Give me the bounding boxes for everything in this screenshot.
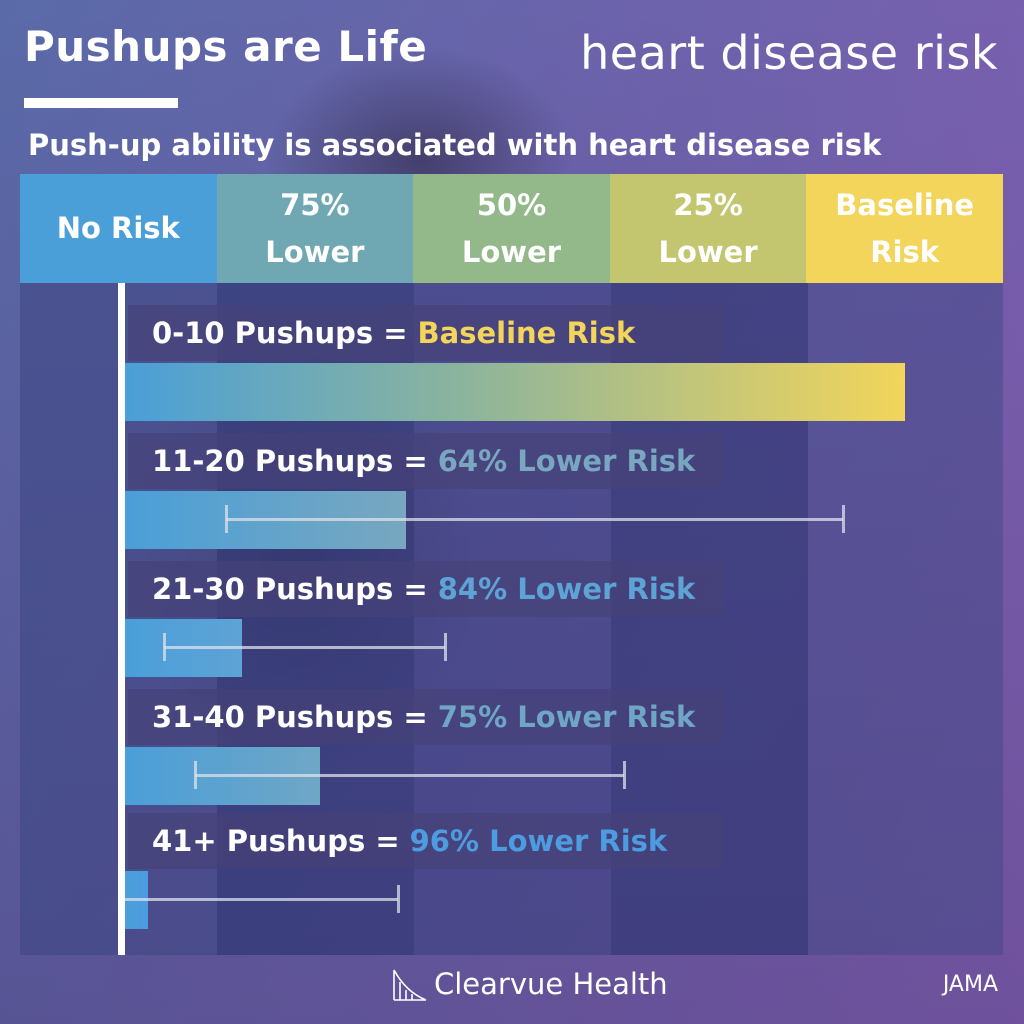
- error-bar-cap: [443, 633, 447, 661]
- row-label: 0-10 Pushups = Baseline Risk: [128, 305, 724, 361]
- risk-cell-line2: Lower: [658, 234, 758, 269]
- bar: [125, 363, 905, 421]
- row-result-label: 96% Lower Risk: [409, 824, 668, 858]
- brand-name: Clearvue Health: [434, 967, 668, 1001]
- page-title: Pushups are Life: [24, 22, 428, 71]
- zero-axis-line: [118, 283, 125, 955]
- risk-cell-line1: Baseline: [835, 187, 975, 222]
- risk-cell-line2: Lower: [461, 234, 562, 269]
- topic-label: heart disease risk: [580, 26, 998, 80]
- risk-cell-line1: 50%: [476, 187, 547, 222]
- error-bar-cap: [841, 505, 845, 533]
- error-bar-line: [125, 898, 398, 901]
- error-bar-cap: [225, 505, 229, 533]
- source-label: JAMA: [942, 972, 998, 997]
- risk-cell-50-lower: 50% Lower: [413, 174, 610, 283]
- brand-logo: Clearvue Health: [392, 966, 668, 1002]
- row-result-label: 75% Lower Risk: [437, 700, 696, 734]
- risk-cell-line1: No Risk: [56, 211, 180, 245]
- risk-cell-line2: Lower: [265, 234, 365, 269]
- error-bar-line: [226, 518, 843, 521]
- row-label: 41+ Pushups = 96% Lower Risk: [128, 813, 724, 869]
- error-bar-line: [195, 774, 625, 777]
- row-category-label: 41+ Pushups =: [152, 824, 400, 858]
- risk-cell-no-risk: No Risk: [20, 174, 217, 283]
- chart-plot-area: 0-10 Pushups = Baseline Risk 11-20 Pushups…: [20, 283, 1003, 955]
- logo-icon: [393, 969, 427, 1001]
- risk-cell-line1: 75%: [280, 187, 350, 222]
- risk-cell-line1: 25%: [673, 187, 743, 222]
- row-result-label: 84% Lower Risk: [437, 572, 696, 606]
- row-category-label: 31-40 Pushups =: [152, 700, 428, 734]
- row-result-label: Baseline Risk: [417, 316, 636, 350]
- row-label: 11-20 Pushups = 64% Lower Risk: [128, 433, 724, 489]
- row-label: 31-40 Pushups = 75% Lower Risk: [128, 689, 724, 745]
- row-label: 21-30 Pushups = 84% Lower Risk: [128, 561, 724, 617]
- risk-cell-line2: Risk: [870, 234, 940, 269]
- error-bar-cap: [397, 885, 400, 913]
- error-bar-cap: [194, 761, 198, 789]
- risk-cell-baseline: Baseline Risk: [806, 174, 1003, 283]
- title-underline: [24, 98, 178, 108]
- chart-subtitle: Push-up ability is associated with heart…: [28, 128, 882, 162]
- row-category-label: 11-20 Pushups =: [152, 444, 428, 478]
- error-bar-line: [164, 646, 445, 649]
- row-category-label: 21-30 Pushups =: [152, 572, 428, 606]
- row-result-label: 64% Lower Risk: [437, 444, 696, 478]
- risk-cell-75-lower: 75% Lower: [216, 174, 414, 283]
- error-bar-cap: [623, 761, 627, 789]
- risk-scale-header: No Risk 75% Lower 50% Lower 25% Lower Basel…: [20, 174, 1003, 283]
- risk-cell-25-lower: 25% Lower: [609, 174, 807, 283]
- error-bar-cap: [163, 633, 166, 661]
- row-category-label: 0-10 Pushups =: [152, 316, 408, 350]
